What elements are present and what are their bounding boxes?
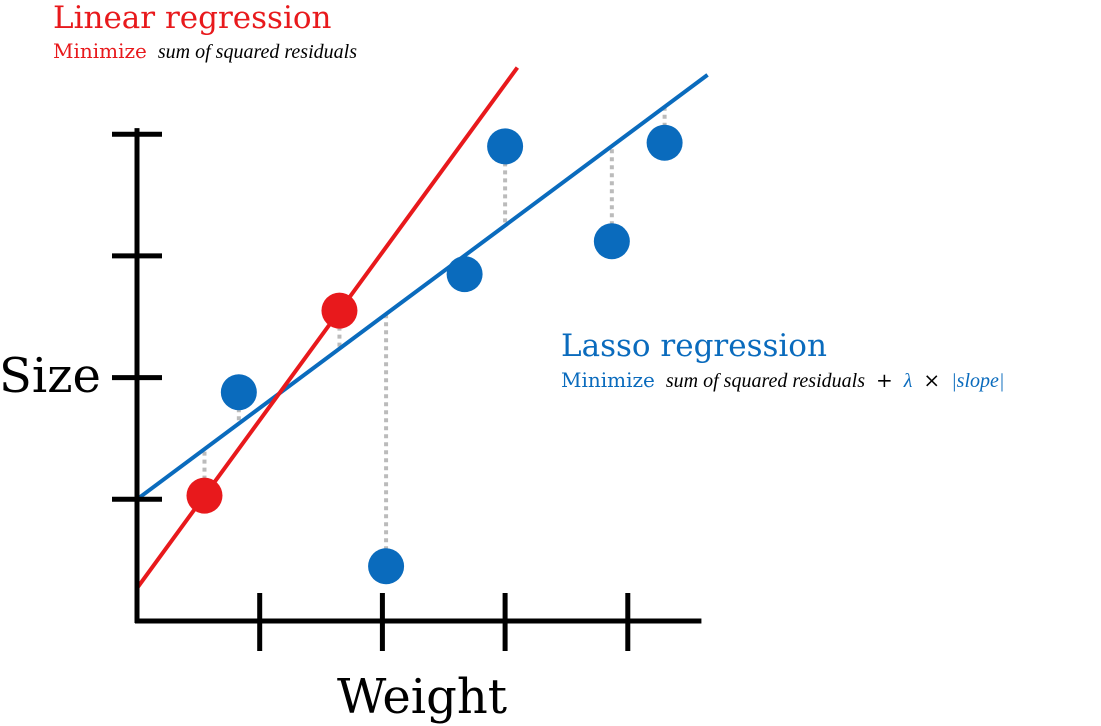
data-points — [186, 124, 683, 585]
x-axis-label: Weight — [337, 669, 507, 725]
lasso-regression-line — [135, 73, 709, 501]
lasso-sub-formula: sum of squared residuals — [666, 370, 865, 392]
linear-point-1 — [186, 477, 223, 514]
linear-title: Linear regression — [53, 0, 332, 36]
lasso-sub-plus: + — [876, 368, 893, 392]
lasso-sub-abs: |slope| — [951, 370, 1004, 392]
linear-subtitle: Minimize sum of squared residuals — [53, 39, 357, 63]
linear-sub-formula: sum of squared residuals — [158, 41, 357, 63]
lasso-point-4 — [487, 128, 524, 165]
lasso-title: Lasso regression — [561, 328, 827, 364]
lasso-subtitle: Minimize sum of squared residuals + λ × … — [561, 368, 1004, 392]
lasso-point-1 — [220, 374, 257, 411]
lasso-point-6 — [646, 124, 683, 161]
lasso-point-2 — [368, 548, 405, 585]
lasso-point-3 — [446, 256, 483, 293]
lasso-sub-prefix: Minimize — [561, 368, 655, 392]
lasso-sub-lambda: λ — [903, 370, 913, 392]
axes — [112, 128, 702, 651]
lasso-sub-times: × — [923, 368, 940, 392]
linear-point-2 — [321, 292, 358, 329]
linear-sub-prefix: Minimize — [53, 39, 147, 63]
y-axis-label: Size — [0, 348, 101, 404]
lasso-point-5 — [593, 223, 630, 260]
